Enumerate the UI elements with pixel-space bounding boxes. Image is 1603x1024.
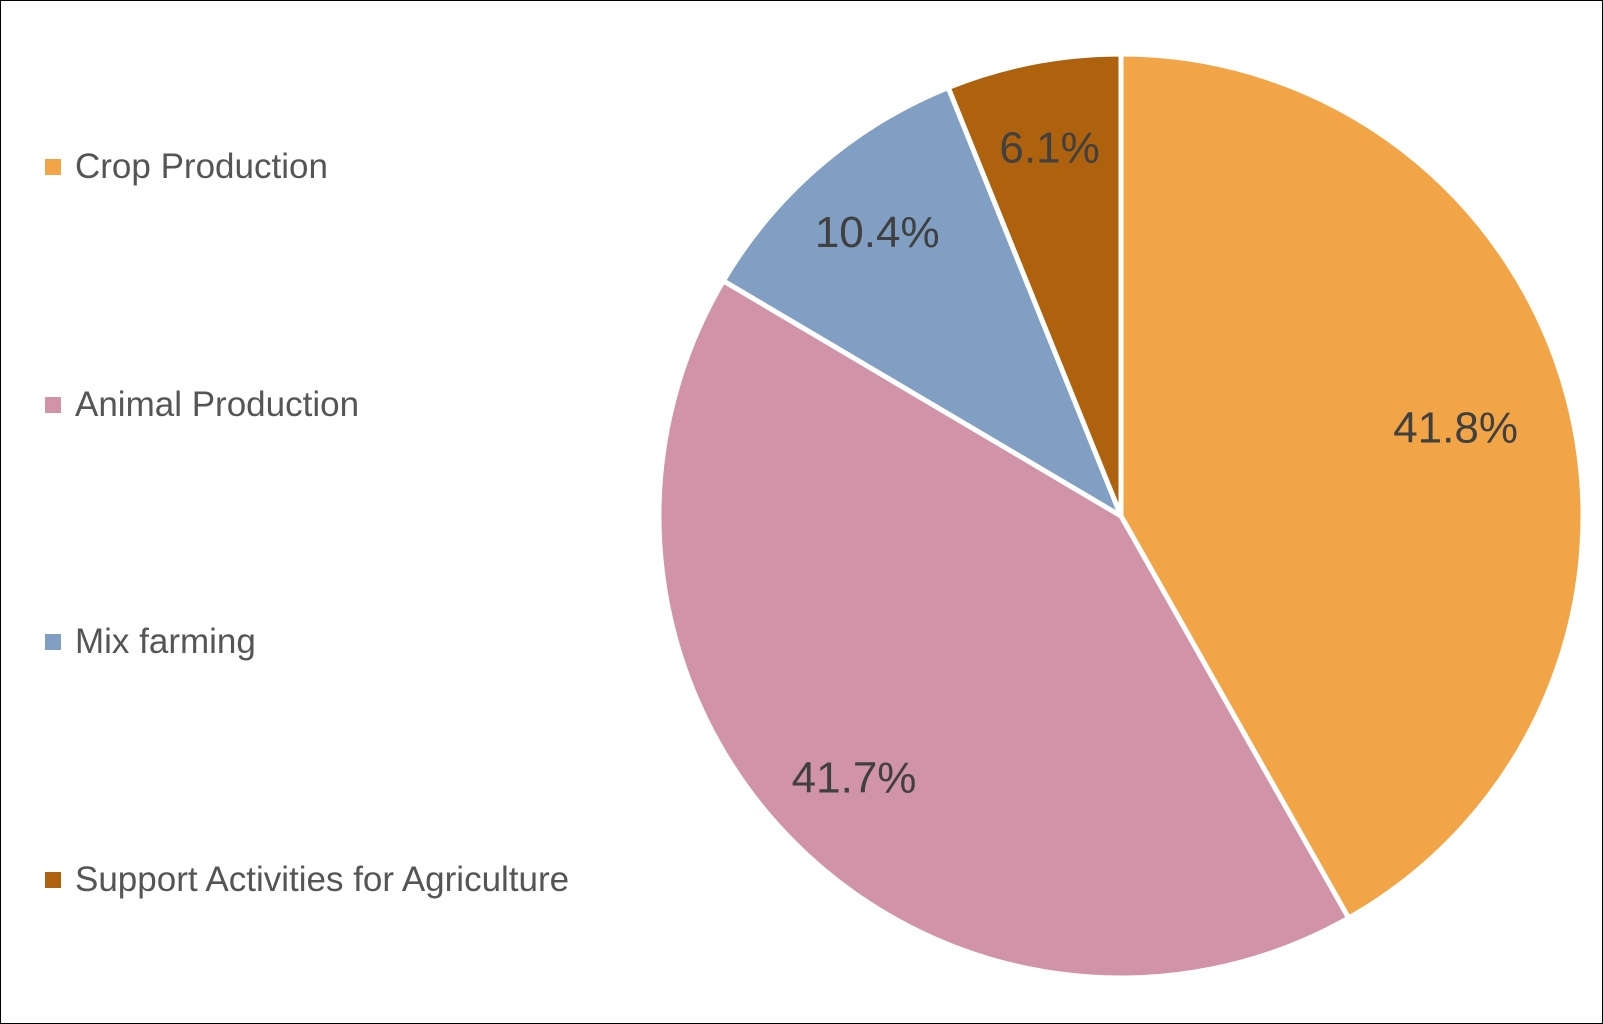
legend-swatch-crop-production bbox=[45, 159, 61, 175]
legend-swatch-mix-farming bbox=[45, 634, 61, 650]
legend-label-support-activities: Support Activities for Agriculture bbox=[75, 860, 570, 899]
legend-item-crop-production: Crop Production bbox=[45, 147, 328, 187]
legend: Crop Production Animal Production Mix fa… bbox=[45, 1, 645, 1023]
slice-crop-production bbox=[1118, 51, 1586, 921]
slice-label-mix-farming: 10.4% bbox=[815, 208, 940, 257]
slice-label-crop-production: 41.8% bbox=[1393, 403, 1518, 452]
slice-animal-production bbox=[656, 278, 1352, 981]
slice-label-animal-production: 41.7% bbox=[792, 753, 917, 802]
legend-swatch-support-activities bbox=[45, 872, 61, 888]
legend-label-animal-production: Animal Production bbox=[75, 385, 360, 424]
legend-label-mix-farming: Mix farming bbox=[75, 622, 256, 661]
legend-item-animal-production: Animal Production bbox=[45, 385, 359, 425]
legend-swatch-animal-production bbox=[45, 397, 61, 413]
slice-mix-farming bbox=[720, 85, 1124, 519]
slice-support-activities bbox=[945, 51, 1124, 519]
legend-label-crop-production: Crop Production bbox=[75, 147, 328, 186]
legend-item-support-activities: Support Activities for Agriculture bbox=[45, 860, 569, 900]
slice-label-support-activities: 6.1% bbox=[999, 123, 1099, 172]
legend-item-mix-farming: Mix farming bbox=[45, 622, 256, 662]
